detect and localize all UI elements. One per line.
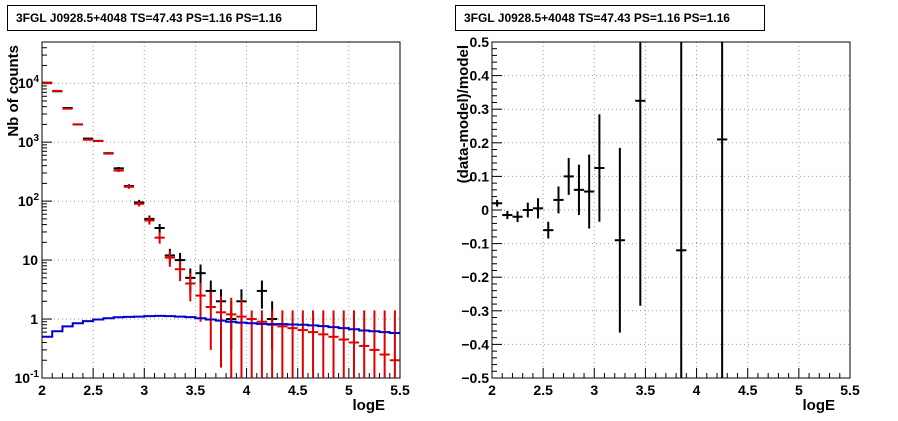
model-point [123, 184, 135, 189]
residual-chart-title: 3FGL J0928.5+4048 TS=47.43 PS=1.16 PS=1.… [455, 5, 765, 31]
y-tick-label: 0.1 [470, 168, 490, 184]
x-tick-label: 3.5 [636, 382, 656, 398]
model-point [297, 310, 308, 378]
x-tick-label: 5 [795, 382, 803, 398]
y-tick-label: 103 [18, 133, 40, 150]
model-point [52, 89, 63, 92]
x-tick-label: 3 [590, 382, 598, 398]
model-point [195, 282, 206, 322]
x-tick-label: 5.5 [840, 382, 860, 398]
model-point [277, 310, 288, 378]
data-point [584, 154, 595, 229]
x-tick-label: 3.5 [186, 382, 206, 398]
model-point [287, 310, 298, 378]
y-axis-title: (data-model)/model [455, 45, 472, 183]
model-point [236, 299, 247, 378]
model-point [348, 310, 360, 378]
data-point [594, 114, 605, 222]
y-axis-title: Nb of counts [5, 45, 22, 137]
y-tick-label: 10 [22, 252, 38, 268]
model-point [154, 232, 165, 244]
data-point [195, 264, 206, 287]
model-point [134, 201, 145, 207]
model-point [267, 310, 278, 378]
model-point [226, 297, 237, 378]
y-tick-label: 0 [481, 202, 489, 218]
model-point [338, 310, 349, 378]
data-point [256, 280, 268, 309]
x-tick-label: 2 [38, 382, 46, 398]
data-point [717, 42, 728, 378]
model-point [164, 250, 175, 267]
model-point [144, 216, 155, 225]
plot-area [42, 81, 400, 378]
model-point [256, 310, 268, 378]
y-tick-label: 102 [18, 192, 40, 209]
data-point [512, 211, 523, 223]
y-tick-label: −0.1 [461, 236, 489, 252]
model-point [369, 310, 380, 378]
y-tick-label: 1 [30, 311, 38, 327]
data-point [502, 211, 513, 220]
x-tick-label: 2 [488, 382, 496, 398]
data-point [573, 164, 585, 216]
x-tick-label: 5.5 [390, 382, 410, 398]
data-point [543, 221, 554, 239]
model-point [318, 310, 329, 378]
model-point [113, 169, 124, 172]
model-point [307, 310, 319, 378]
x-tick-label: 4 [693, 382, 701, 398]
x-tick-label: 4.5 [288, 382, 308, 398]
data-point [563, 157, 574, 195]
model-point [359, 310, 370, 378]
x-tick-label: 3 [140, 382, 148, 398]
residual-panel: 2 2.5 3 3.5 4 4.5 5 5.5 −0.5 −0.4 −0.3 −0.2 −0.1 0 0.1… [455, 34, 860, 414]
x-tick-label: 4 [243, 382, 251, 398]
x-tick-label: 4.5 [738, 382, 758, 398]
data-point [553, 186, 564, 214]
model-point [246, 310, 257, 378]
y-tick-label: −0.3 [461, 303, 489, 319]
y-tick-label: 0.3 [470, 101, 490, 117]
model-point [82, 138, 94, 141]
model-point [93, 139, 104, 142]
plot-area [492, 42, 728, 378]
y-tick-label: −0.2 [461, 269, 489, 285]
counts-panel: 2 2.5 3 3.5 4 4.5 5 5.5 10-1 1 10 102 103 104 logE Nb o… [5, 41, 410, 414]
model-point [389, 310, 400, 378]
model-point [174, 261, 186, 282]
y-tick-label: 10-1 [15, 369, 40, 386]
data-point [492, 199, 503, 207]
model-point [62, 107, 73, 110]
data-point [614, 147, 625, 333]
data-point [635, 42, 646, 306]
data-point [522, 202, 533, 218]
y-tick-label: 104 [18, 74, 40, 91]
y-tick-label: −0.4 [461, 336, 489, 352]
x-tick-label: 5 [345, 382, 353, 398]
y-tick-label: 0.5 [470, 34, 490, 50]
data-point [676, 42, 687, 378]
model-point [379, 310, 390, 378]
model-point [185, 273, 196, 302]
model-point [72, 123, 83, 126]
model-curve [42, 314, 400, 338]
y-tick-label: 0.4 [470, 68, 490, 84]
model-point [205, 291, 216, 350]
data-point [154, 223, 165, 233]
x-axis-title: logE [803, 397, 836, 414]
x-tick-label: 2.5 [533, 382, 553, 398]
data-point [532, 198, 544, 219]
model-point [103, 152, 114, 155]
x-axis-title: logE [353, 397, 386, 414]
x-tick-label: 2.5 [83, 382, 103, 398]
y-tick-label: −0.5 [461, 370, 489, 386]
model-point [42, 82, 53, 85]
y-tick-label: 0.2 [470, 135, 490, 151]
model-point [328, 310, 339, 378]
counts-chart-title: 3FGL J0928.5+4048 TS=47.43 PS=1.16 PS=1.… [7, 5, 317, 31]
model-point [215, 296, 227, 368]
